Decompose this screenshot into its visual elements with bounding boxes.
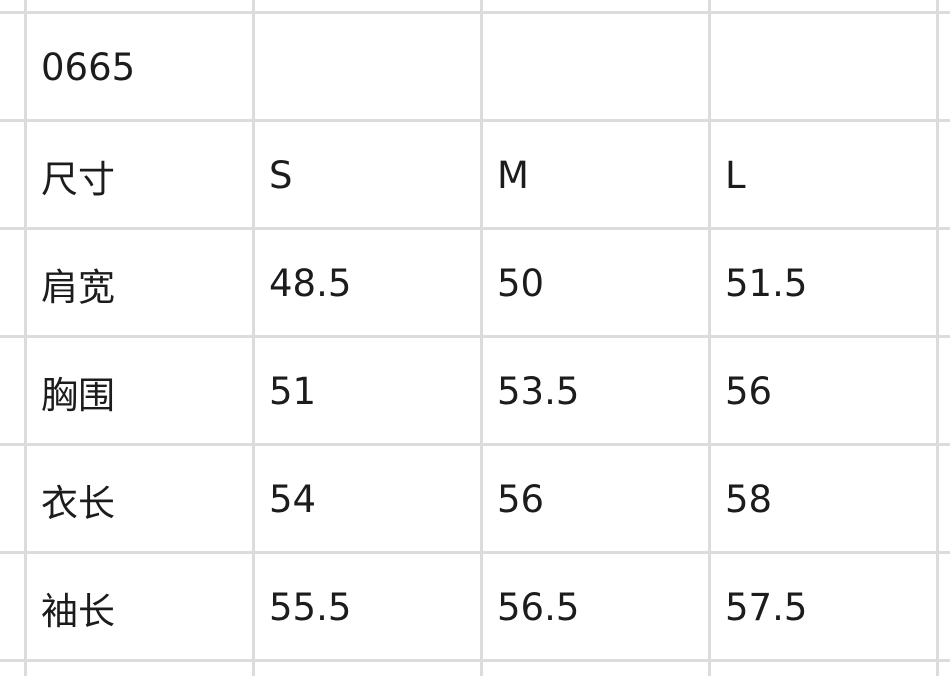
table-cell[interactable]: 51.5 [725,262,808,305]
grid-line-horizontal [0,11,950,14]
table-cell[interactable]: 51 [269,370,317,413]
grid-line-vertical [708,0,711,676]
table-cell[interactable]: 56 [497,478,545,521]
grid-line-horizontal [0,119,950,122]
table-cell[interactable]: M [497,154,529,197]
table-cell[interactable]: 56 [725,370,773,413]
table-cell[interactable] [483,14,697,119]
table-cell[interactable]: 53.5 [497,370,580,413]
grid-line-horizontal [0,443,950,446]
grid-line-vertical [936,0,939,676]
row-header-cell[interactable]: 袖长 [41,589,115,633]
grid-line-vertical [480,0,483,676]
row-header-cell[interactable]: 肩宽 [41,265,115,309]
table-cell[interactable] [711,14,925,119]
row-header-cell[interactable]: 胸围 [41,373,115,417]
row-header-cell[interactable]: 尺寸 [41,157,115,201]
table-cell[interactable]: 50 [497,262,545,305]
table-cell[interactable]: 58 [725,478,773,521]
table-cell[interactable] [255,14,469,119]
product-code-cell[interactable]: 0665 [41,46,136,89]
table-cell[interactable]: 56.5 [497,586,580,629]
grid-line-vertical [24,0,27,676]
grid-line-horizontal [0,659,950,662]
row-header-cell[interactable]: 衣长 [41,481,115,525]
table-cell[interactable]: 57.5 [725,586,808,629]
grid-line-horizontal [0,227,950,230]
table-cell[interactable]: 55.5 [269,586,352,629]
grid-line-vertical [252,0,255,676]
table-cell[interactable]: 54 [269,478,317,521]
table-cell[interactable]: 48.5 [269,262,352,305]
table-cell[interactable]: S [269,154,293,197]
grid-line-horizontal [0,551,950,554]
grid-line-horizontal [0,335,950,338]
table-cell[interactable]: L [725,154,746,197]
